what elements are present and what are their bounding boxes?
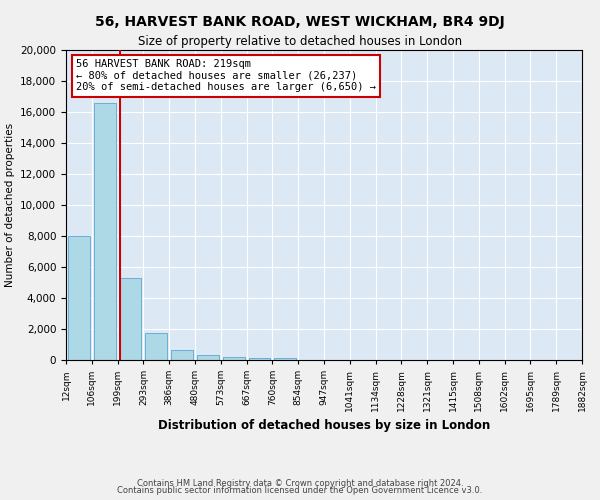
Text: 56, HARVEST BANK ROAD, WEST WICKHAM, BR4 9DJ: 56, HARVEST BANK ROAD, WEST WICKHAM, BR4…	[95, 15, 505, 29]
Bar	[94, 102, 116, 360]
Text: 56 HARVEST BANK ROAD: 219sqm
← 80% of detached houses are smaller (26,237)
20% o: 56 HARVEST BANK ROAD: 219sqm ← 80% of de…	[76, 60, 376, 92]
Bar	[171, 350, 193, 360]
Bar	[274, 358, 296, 360]
Y-axis label: Number of detached properties: Number of detached properties	[5, 123, 14, 287]
Text: Size of property relative to detached houses in London: Size of property relative to detached ho…	[138, 35, 462, 48]
Bar	[197, 356, 219, 360]
Bar	[119, 278, 142, 360]
Bar	[223, 357, 245, 360]
Bar	[145, 333, 167, 360]
Text: Contains public sector information licensed under the Open Government Licence v3: Contains public sector information licen…	[118, 486, 482, 495]
Text: Contains HM Land Registry data © Crown copyright and database right 2024.: Contains HM Land Registry data © Crown c…	[137, 478, 463, 488]
Bar	[68, 236, 90, 360]
X-axis label: Distribution of detached houses by size in London: Distribution of detached houses by size …	[158, 420, 490, 432]
Bar	[248, 358, 271, 360]
